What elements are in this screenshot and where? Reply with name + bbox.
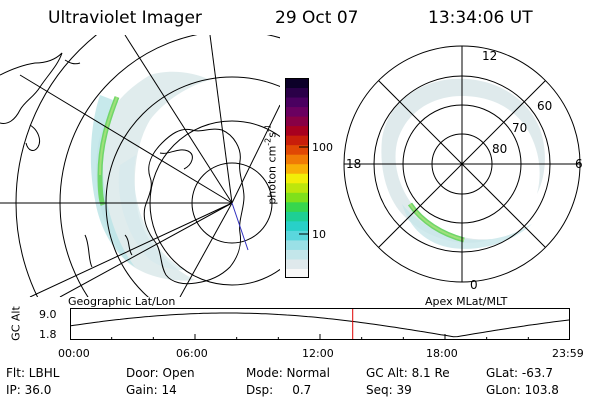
- mlt-label-18: 18: [346, 157, 362, 171]
- right-panel-caption: Apex MLat/MLT: [425, 295, 508, 308]
- colorbar-stripe: [285, 211, 309, 222]
- date-label: 29 Oct 07: [275, 8, 359, 28]
- xtick-12: 12:00: [302, 347, 334, 360]
- colorbar-stripe: [285, 192, 309, 203]
- colorbar-stripe: [285, 239, 309, 250]
- colorbar-tick-10: 10: [312, 228, 326, 241]
- altitude-curve: [70, 312, 570, 338]
- colorbar-stripe: [285, 182, 309, 193]
- xtick-18: 18:00: [426, 347, 458, 360]
- info-glat: GLat: -63.7: [486, 366, 553, 380]
- info-ip: IP: 36.0: [6, 383, 52, 397]
- mlt-label-12: 12: [482, 49, 498, 63]
- instrument-title: Ultraviolet Imager: [48, 8, 202, 28]
- left-panel-caption: Geographic Lat/Lon: [68, 295, 176, 308]
- colorbar-stripe: [285, 116, 309, 127]
- info-dsp: Dsp: 0.7: [246, 383, 312, 397]
- altitude-ytick-9: 9.0: [39, 308, 57, 321]
- info-gc-alt: GC Alt: 8.1 Re: [366, 366, 450, 380]
- info-mode: Mode: Normal: [246, 366, 330, 380]
- apex-polar-plot: [343, 45, 581, 283]
- altitude-ytick-1-8: 1.8: [39, 328, 57, 341]
- xtick-00: 00:00: [58, 347, 90, 360]
- colorbar-stripe: [285, 268, 309, 278]
- info-glon: GLon: 103.8: [486, 383, 559, 397]
- colorbar-stripe: [285, 97, 309, 108]
- right-aurora-haze: [381, 78, 545, 249]
- colorbar-stripe: [285, 87, 309, 98]
- mlt-label-6: 6: [575, 157, 583, 171]
- mlat-label-70: 70: [512, 121, 528, 135]
- colorbar-stripe: [285, 173, 309, 184]
- colorbar-stripe: [285, 163, 309, 174]
- colorbar-stripe: [285, 125, 309, 136]
- geographic-map: [0, 35, 280, 297]
- color-bar: [285, 78, 309, 278]
- info-seq: Seq: 39: [366, 383, 412, 397]
- xtick-2359: 23:59: [552, 347, 584, 360]
- xtick-06: 06:00: [176, 347, 208, 360]
- mlt-label-0: 0: [470, 278, 478, 292]
- altitude-plot: [70, 308, 570, 340]
- colorbar-stripe: [285, 249, 309, 260]
- info-door: Door: Open: [126, 366, 195, 380]
- colorbar-tick-100: 100: [312, 141, 333, 154]
- colorbar-stripe: [285, 230, 309, 241]
- left-coastline: [143, 128, 245, 285]
- colorbar-stripe: [285, 135, 309, 146]
- colorbar-stripe: [285, 220, 309, 231]
- colorbar-stripe: [285, 201, 309, 212]
- colorbar-stripe: [285, 258, 309, 269]
- info-gain: Gain: 14: [126, 383, 177, 397]
- colorbar-unit-label: photon cm-2s-1: [263, 124, 279, 205]
- mlat-label-60: 60: [537, 99, 553, 113]
- info-flt: Flt: LBHL: [6, 366, 60, 380]
- colorbar-stripe: [285, 154, 309, 165]
- colorbar-stripe: [285, 144, 309, 155]
- altitude-ylabel: GC Alt: [9, 306, 23, 341]
- colorbar-stripe: [285, 78, 309, 89]
- mlat-label-80: 80: [492, 142, 508, 156]
- colorbar-stripe: [285, 106, 309, 117]
- time-label: 13:34:06 UT: [428, 8, 533, 28]
